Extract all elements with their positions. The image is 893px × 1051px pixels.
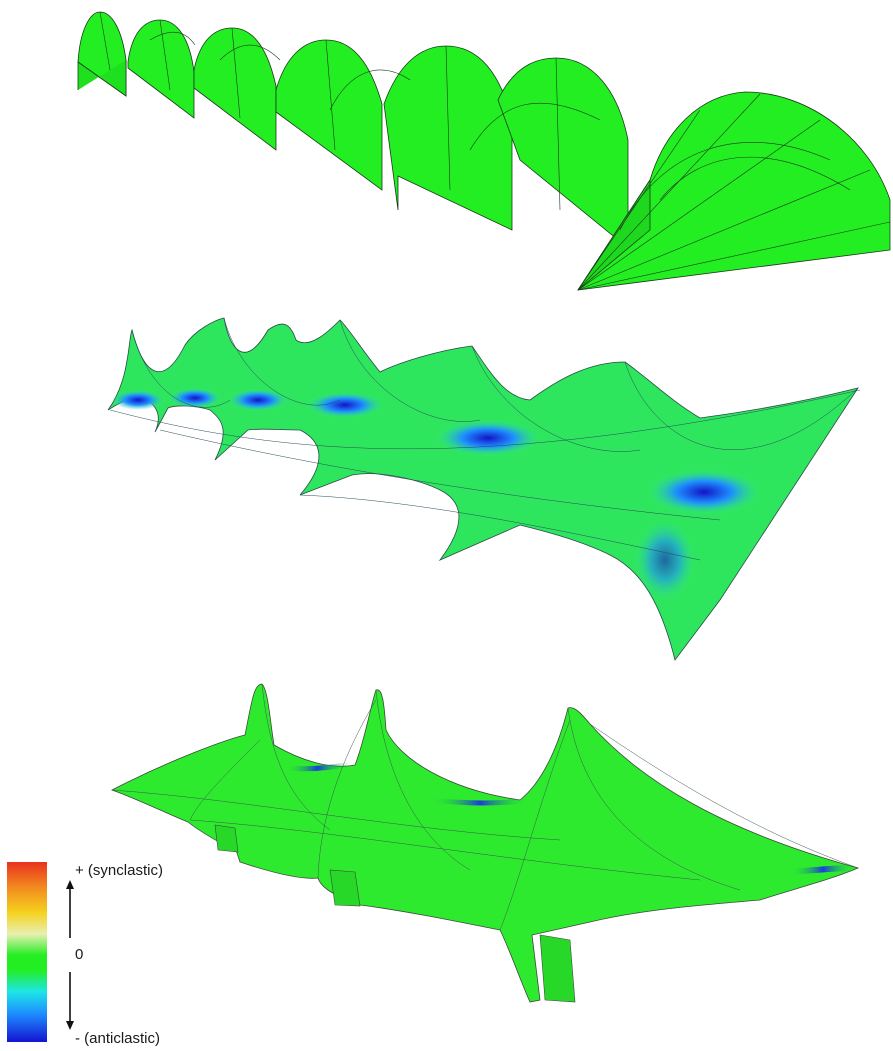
legend-synclastic-label: + (synclastic) <box>75 862 163 879</box>
vault-mesh <box>99 11 891 291</box>
vault-segment <box>193 27 277 151</box>
vault-segment-front <box>577 91 891 291</box>
tent-ridge-blue <box>789 865 857 875</box>
tent-ridge-blue <box>429 797 531 806</box>
tent-mesh <box>111 683 859 931</box>
tent-keel <box>329 869 361 907</box>
wave-mesh <box>109 317 861 561</box>
vault-segment <box>497 57 629 249</box>
saddle-valley <box>648 470 760 514</box>
vault-segment <box>77 11 127 97</box>
saddle-valley <box>436 420 540 456</box>
saddle-valley <box>169 388 221 408</box>
tent-keel <box>214 824 239 853</box>
saddle-valley <box>228 389 288 411</box>
saddle-valley <box>112 390 164 410</box>
tent-keel <box>539 934 576 1003</box>
saddle-wave-series <box>107 317 861 661</box>
tent-ridge-blue <box>284 761 351 772</box>
tent-peak-series <box>110 683 860 1003</box>
tent-surface <box>110 683 860 1003</box>
down-arrow-icon <box>66 972 74 1030</box>
legend-arrows <box>66 880 74 1030</box>
color-scale-bar <box>7 862 47 1042</box>
barrel-vault-series <box>77 11 891 291</box>
legend-anticlastic-label: - (anticlastic) <box>75 1030 161 1047</box>
saddle-valley <box>635 520 695 600</box>
vault-segment <box>275 39 383 191</box>
vault-segment <box>383 45 513 231</box>
up-arrow-icon <box>66 880 74 938</box>
saddle-valley <box>307 392 383 418</box>
legend-zero-label: 0 <box>75 946 84 963</box>
